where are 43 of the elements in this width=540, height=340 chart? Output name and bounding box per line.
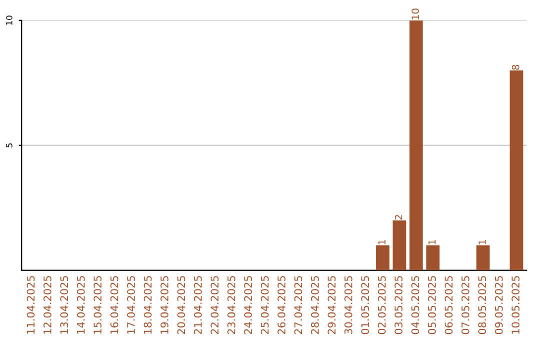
x-tick-label: 16.04.2025	[110, 276, 118, 334]
bar	[476, 245, 490, 270]
x-tick-label: 10.05.2025	[512, 276, 520, 334]
data-label: 10	[412, 8, 419, 20]
x-tick-label: 13.04.2025	[60, 276, 68, 334]
y-tick-label: 5	[6, 143, 12, 148]
x-tick-label: 12.04.2025	[43, 276, 52, 334]
data-label: 8	[512, 64, 520, 70]
bar	[510, 70, 524, 270]
x-tick-label: 07.05.2025	[461, 276, 470, 334]
data-label: 1	[428, 240, 436, 244]
x-tick-label: 22.04.2025	[210, 276, 219, 334]
x-tick-label: 18.04.2025	[144, 276, 152, 334]
x-tick-label: 02.05.2025	[378, 276, 386, 334]
x-tick-label: 15.04.2025	[94, 276, 102, 334]
x-tick-label: 05.05.2025	[428, 276, 436, 334]
x-tick-label: 19.04.2025	[160, 276, 168, 334]
x-tick-label: 09.05.2025	[494, 276, 503, 334]
x-tick-label: 25.04.2025	[260, 276, 269, 334]
x-tick-label: 20.04.2025	[177, 276, 186, 334]
bar	[392, 220, 406, 270]
x-tick-label: 21.04.2025	[194, 276, 202, 334]
x-tick-label: 23.04.2025	[227, 276, 236, 334]
x-tick-label: 26.04.2025	[278, 276, 286, 334]
x-tick-label: 17.04.2025	[127, 276, 135, 334]
bar	[426, 245, 440, 270]
data-label: 1	[378, 240, 386, 244]
x-tick-label: 14.04.2025	[76, 276, 85, 334]
x-tick-label: 01.05.2025	[361, 276, 370, 334]
x-tick-label: 06.05.2025	[444, 276, 453, 334]
data-label: 2	[394, 215, 402, 220]
bar	[409, 20, 423, 270]
x-tick-label: 03.05.2025	[394, 276, 402, 334]
x-tick-label: 27.04.2025	[294, 276, 302, 334]
bar	[376, 245, 390, 270]
x-tick-label: 11.04.2025	[26, 276, 35, 334]
x-tick-label: 28.04.2025	[310, 276, 319, 334]
data-label: 1	[478, 240, 486, 244]
x-tick-label: 24.04.2025	[244, 276, 252, 334]
x-tick-label: 08.05.2025	[478, 276, 486, 334]
x-tick-label: 30.04.2025	[344, 276, 352, 334]
x-tick-label: 04.05.2025	[411, 276, 420, 334]
x-tick-label: 29.04.2025	[328, 276, 336, 334]
